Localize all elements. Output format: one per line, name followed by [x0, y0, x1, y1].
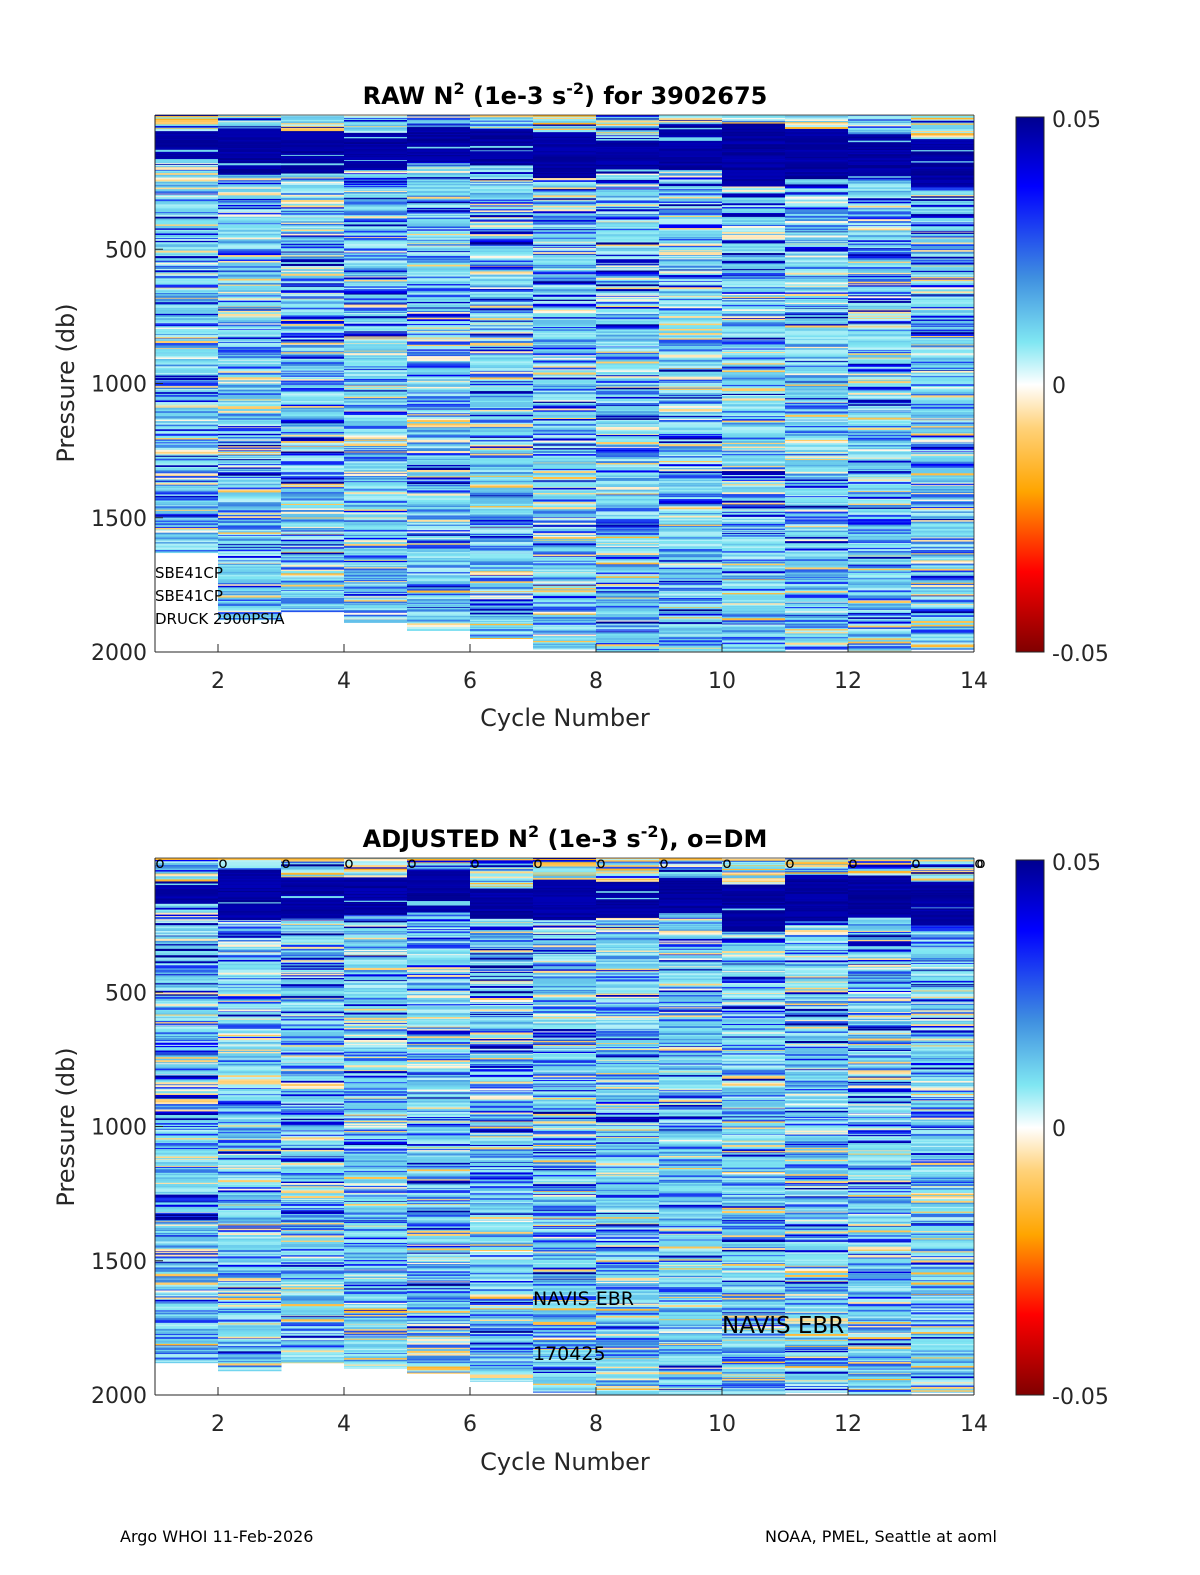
- heatmap-column-cycle-9: [659, 858, 723, 1395]
- heatmap-column-cycle-8: [596, 115, 660, 652]
- adjusted-annotations: NAVIS EBR NAVIS EBR 170425: [533, 1288, 844, 1365]
- heatmap-column-cycle-12: [848, 858, 912, 1395]
- heatmap-column-cycle-7: [533, 858, 597, 1393]
- heatmap-column-cycle-9: [659, 115, 723, 652]
- dm-marker-cycle-11: o: [785, 854, 794, 872]
- raw-x-ticks: 2 4 6 8 10 12 14: [211, 644, 988, 694]
- dm-marker-cycle-13: o: [911, 854, 920, 872]
- heatmap-column-cycle-1: [155, 858, 219, 1364]
- x-tick-label: 14: [960, 669, 988, 694]
- dm-marker-cycle-2: o: [218, 854, 227, 872]
- adjusted-colorbar-tick-zero: 0: [1052, 1117, 1066, 1142]
- heatmap-column-cycle-11: [785, 858, 849, 1393]
- footer-right-credit: NOAA, PMEL, Seattle at aoml: [765, 1527, 997, 1546]
- x-tick-label: 2: [211, 669, 225, 694]
- adjusted-panel: ADJUSTED N2 (1e-3 s-2), o=DM 2 4 6 8 10 12 14 …: [52, 822, 1109, 1476]
- y-tick-label: 1500: [91, 1250, 147, 1275]
- chart-annotation: SBE41CP: [155, 587, 223, 605]
- chart-annotation: NAVIS EBR: [722, 1313, 844, 1339]
- x-tick-label: 4: [337, 669, 351, 694]
- x-tick-label: 8: [589, 1412, 603, 1437]
- dm-marker-cycle-8: o: [596, 854, 605, 872]
- dm-marker-end: o: [976, 854, 985, 872]
- heatmap-column-cycle-5: [407, 115, 471, 631]
- raw-annotations: SBE41CP SBE41CP DRUCK 2900PSIA: [155, 564, 285, 628]
- y-tick-label: 500: [105, 981, 147, 1006]
- y-tick-label: 500: [105, 238, 147, 263]
- adjusted-chart-title: ADJUSTED N2 (1e-3 s-2), o=DM: [363, 822, 768, 853]
- adjusted-x-axis-label: Cycle Number: [480, 1448, 650, 1476]
- chart-annotation: SBE41CP: [155, 564, 223, 582]
- x-tick-label: 10: [708, 1412, 736, 1437]
- heatmap-column-cycle-10: [722, 115, 786, 652]
- dm-marker-cycle-4: o: [344, 854, 353, 872]
- y-tick-label: 1500: [91, 507, 147, 532]
- chart-annotation: NAVIS EBR: [533, 1288, 634, 1310]
- y-tick-label: 1000: [91, 373, 147, 398]
- dm-markers: o o o o o o o o o o o o o oo: [155, 854, 985, 872]
- adjusted-colorbar-tick-max: 0.05: [1052, 851, 1101, 876]
- heatmap-column-cycle-13: [911, 858, 974, 1393]
- adjusted-y-ticks: 500 1000 1500 2000: [91, 981, 163, 1409]
- heatmap-column-cycle-7: [533, 115, 597, 650]
- heatmap-column-cycle-3: [281, 858, 345, 1364]
- heatmap-column-cycle-4: [344, 858, 408, 1369]
- x-tick-label: 4: [337, 1412, 351, 1437]
- y-tick-label: 2000: [91, 641, 147, 666]
- raw-x-axis-label: Cycle Number: [480, 704, 650, 732]
- heatmap-column-cycle-11: [785, 115, 849, 650]
- raw-colorbar: 0.05 0 -0.05: [1015, 108, 1109, 667]
- heatmap-column-cycle-13: [911, 115, 974, 650]
- chart-annotation: 170425: [533, 1343, 606, 1365]
- raw-colorbar-tick-min: -0.05: [1052, 642, 1109, 667]
- heatmap-column-cycle-8: [596, 858, 660, 1395]
- adjusted-colorbar-tick-min: -0.05: [1052, 1385, 1109, 1410]
- dm-marker-cycle-10: o: [722, 854, 731, 872]
- x-tick-label: 8: [589, 669, 603, 694]
- heatmap-column-cycle-3: [281, 115, 345, 613]
- raw-y-axis-label: Pressure (db): [52, 303, 80, 462]
- x-tick-label: 2: [211, 1412, 225, 1437]
- heatmap-column-cycle-12: [848, 115, 912, 652]
- x-tick-label: 12: [834, 1412, 862, 1437]
- x-tick-label: 6: [463, 669, 477, 694]
- raw-heatmap: [155, 115, 974, 652]
- raw-y-ticks: 500 1000 1500 2000: [91, 238, 163, 666]
- adjusted-colorbar: 0.05 0 -0.05: [1015, 851, 1109, 1410]
- dm-marker-cycle-6: o: [470, 854, 479, 872]
- heatmap-column-cycle-10: [722, 858, 786, 1395]
- dm-marker-cycle-5: o: [407, 854, 416, 872]
- raw-colorbar-tick-max: 0.05: [1052, 108, 1101, 133]
- heatmap-column-cycle-6: [470, 115, 534, 639]
- raw-colorbar-tick-zero: 0: [1052, 374, 1066, 399]
- heatmap-column-cycle-2: [218, 858, 282, 1372]
- heatmap-column-cycle-4: [344, 115, 408, 623]
- y-tick-label: 1000: [91, 1116, 147, 1141]
- dm-marker-cycle-3: o: [281, 854, 290, 872]
- raw-panel: RAW N2 (1e-3 s-2) for 3902675 2 4 6 8 10 12 14…: [52, 79, 1109, 732]
- dm-marker-cycle-7: o: [533, 854, 542, 872]
- heatmap-column-cycle-2: [218, 115, 282, 621]
- x-tick-label: 14: [960, 1412, 988, 1437]
- footer-left-credit: Argo WHOI 11-Feb-2026: [120, 1527, 314, 1546]
- y-tick-label: 2000: [91, 1384, 147, 1409]
- raw-chart-title: RAW N2 (1e-3 s-2) for 3902675: [363, 79, 768, 110]
- heatmap-column-cycle-1: [155, 115, 219, 554]
- dm-marker-cycle-14: o: [974, 854, 983, 872]
- dm-marker-cycle-9: o: [659, 854, 668, 872]
- x-tick-label: 10: [708, 669, 736, 694]
- adjusted-y-axis-label: Pressure (db): [52, 1047, 80, 1206]
- x-tick-label: 12: [834, 669, 862, 694]
- dm-marker-cycle-12: o: [848, 854, 857, 872]
- adjusted-heatmap: [155, 858, 974, 1395]
- x-tick-label: 6: [463, 1412, 477, 1437]
- adjusted-x-ticks: 2 4 6 8 10 12 14: [211, 1387, 988, 1437]
- chart-annotation: DRUCK 2900PSIA: [155, 610, 285, 628]
- dm-marker-cycle-1: o: [155, 854, 164, 872]
- heatmap-column-cycle-6: [470, 858, 534, 1382]
- heatmap-column-cycle-5: [407, 858, 471, 1374]
